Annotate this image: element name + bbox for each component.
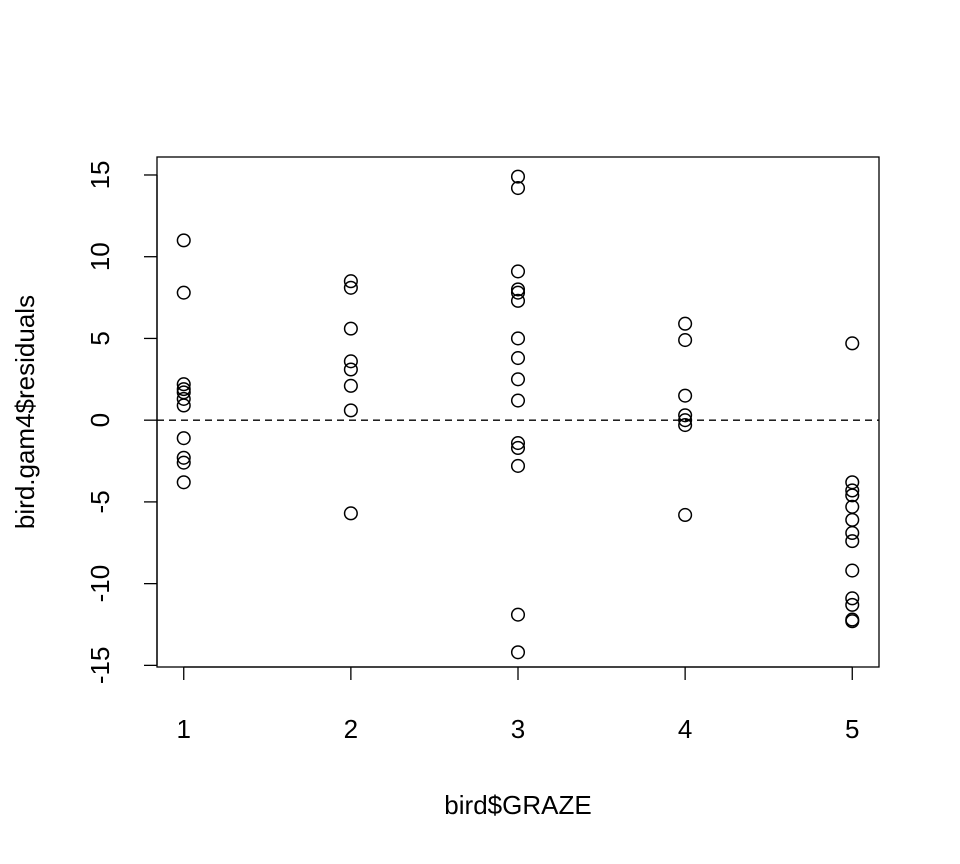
data-point bbox=[176, 285, 191, 300]
data-point bbox=[176, 455, 191, 470]
data-point bbox=[176, 233, 191, 248]
data-point bbox=[176, 450, 191, 465]
data-point bbox=[510, 285, 526, 300]
data-point bbox=[176, 382, 191, 397]
data-point bbox=[343, 362, 358, 377]
data-point bbox=[510, 440, 526, 456]
data-point bbox=[678, 413, 693, 428]
data-point bbox=[678, 316, 693, 331]
data-point bbox=[510, 351, 526, 366]
data-point bbox=[510, 458, 526, 473]
data-point bbox=[845, 614, 860, 629]
x-axis: 1 2 3 4 5 bbox=[177, 666, 859, 744]
data-point bbox=[510, 264, 526, 279]
x-tick-label: 1 bbox=[177, 714, 191, 744]
data-point bbox=[176, 391, 191, 406]
data-point bbox=[845, 483, 860, 498]
y-tick-label: -5 bbox=[85, 490, 115, 513]
data-point bbox=[510, 331, 526, 346]
data-point bbox=[343, 280, 358, 295]
y-tick-label: 5 bbox=[85, 331, 115, 345]
y-tick-label: -10 bbox=[85, 565, 115, 603]
data-point bbox=[678, 418, 693, 433]
data-point bbox=[845, 534, 860, 549]
y-tick-label: 0 bbox=[85, 413, 115, 427]
data-point bbox=[845, 597, 860, 612]
data-point bbox=[510, 372, 526, 387]
data-point bbox=[176, 431, 191, 446]
data-point bbox=[678, 388, 693, 403]
x-tick-label: 2 bbox=[344, 714, 358, 744]
data-point bbox=[845, 512, 860, 527]
data-point bbox=[510, 181, 526, 196]
data-point bbox=[510, 293, 526, 308]
data-point bbox=[176, 475, 191, 490]
y-tick-label: 10 bbox=[85, 242, 115, 271]
data-point bbox=[510, 282, 526, 297]
data-point bbox=[176, 398, 191, 413]
data-point bbox=[845, 525, 860, 541]
y-tick-label: 15 bbox=[85, 161, 115, 190]
data-points bbox=[176, 169, 860, 660]
data-point bbox=[845, 336, 860, 351]
data-point bbox=[510, 645, 526, 660]
x-axis-label: bird$GRAZE bbox=[444, 790, 591, 820]
y-tick-label: -15 bbox=[85, 647, 115, 685]
data-point bbox=[678, 333, 693, 348]
data-point bbox=[343, 378, 358, 393]
data-point bbox=[510, 436, 526, 451]
x-tick-label: 4 bbox=[678, 714, 692, 744]
data-point bbox=[510, 607, 526, 622]
data-point bbox=[510, 169, 526, 184]
data-point bbox=[343, 321, 358, 336]
data-point bbox=[845, 591, 860, 606]
data-point bbox=[343, 354, 358, 369]
data-point bbox=[343, 403, 358, 418]
data-point bbox=[845, 563, 860, 578]
y-axis: -15 -10 -5 0 5 10 15 bbox=[85, 161, 158, 685]
data-point bbox=[678, 408, 693, 423]
data-point bbox=[176, 377, 191, 392]
data-point bbox=[343, 506, 358, 521]
data-point bbox=[343, 274, 358, 289]
data-point bbox=[845, 488, 860, 503]
x-tick-label: 3 bbox=[511, 714, 525, 744]
data-point bbox=[678, 507, 693, 523]
plot-frame bbox=[156, 156, 880, 668]
y-axis-label: bird.gam4$residuals bbox=[10, 295, 40, 529]
data-point bbox=[510, 393, 526, 408]
x-tick-label: 5 bbox=[845, 714, 859, 744]
